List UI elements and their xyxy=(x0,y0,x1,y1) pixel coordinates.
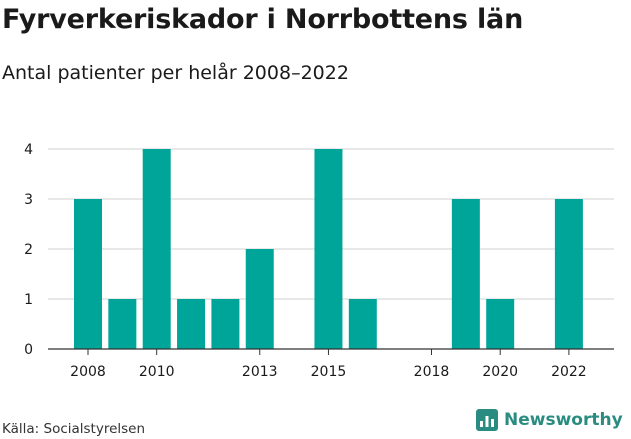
bar-2008 xyxy=(74,199,102,349)
bar-2009 xyxy=(108,299,137,349)
x-tick-label: 2010 xyxy=(139,364,175,380)
chart-title: Fyrverkeriskador i Norrbottens län xyxy=(2,4,524,35)
x-tick-label: 2018 xyxy=(414,364,450,380)
x-tick-label: 2022 xyxy=(551,364,587,380)
bar-2010 xyxy=(142,149,171,349)
bar-2022 xyxy=(554,199,583,349)
bar-2016 xyxy=(348,299,377,349)
bar-2019 xyxy=(451,199,480,349)
bar-2013 xyxy=(245,249,274,349)
x-tick-label: 2015 xyxy=(311,364,347,380)
y-tick-label: 0 xyxy=(24,342,33,358)
bar-2015 xyxy=(314,149,343,349)
bar-2011 xyxy=(177,299,206,349)
x-tick-label: 2020 xyxy=(482,364,518,380)
y-tick-label: 3 xyxy=(24,192,33,208)
x-tick-label: 2013 xyxy=(242,364,278,380)
brand-name: Newsworthy xyxy=(504,410,623,430)
source-note: Källa: Socialstyrelsen xyxy=(2,421,146,437)
newsworthy-logo: Newsworthy xyxy=(476,409,623,431)
y-tick-label: 2 xyxy=(24,242,33,258)
bars xyxy=(74,149,583,349)
chart-subtitle: Antal patienter per helår 2008–2022 xyxy=(2,62,349,84)
y-tick-label: 4 xyxy=(24,142,33,158)
axes: 0 1 2 3 4 2008 2010 2013 2015 2018 2020 2022 xyxy=(24,142,614,380)
y-tick-label: 1 xyxy=(24,292,33,308)
bar-2020 xyxy=(486,299,515,349)
bar-chart-icon xyxy=(476,409,498,431)
bar-2012 xyxy=(211,299,240,349)
x-tick-label: 2008 xyxy=(70,364,106,380)
